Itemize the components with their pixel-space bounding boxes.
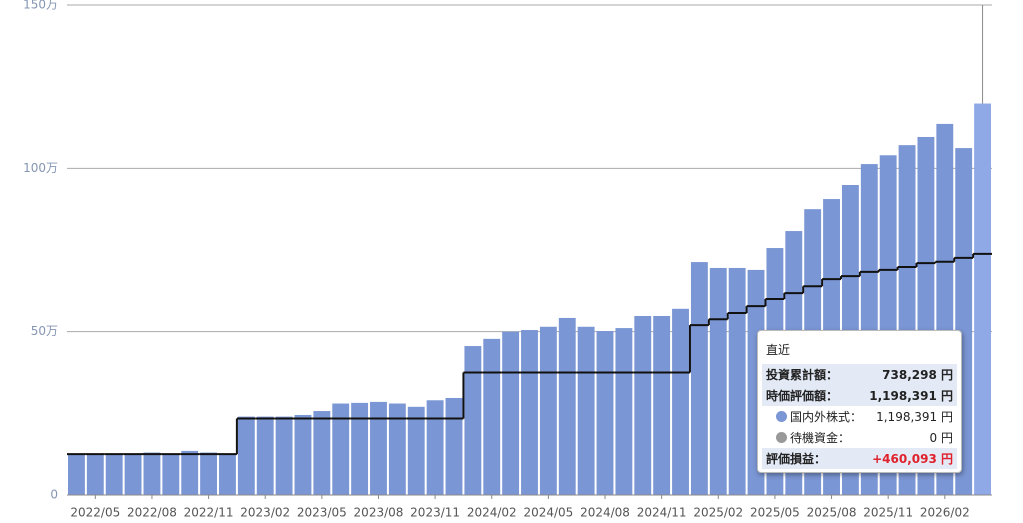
tooltip-row: 時価評価額： 1,198,391 円 bbox=[762, 385, 957, 406]
x-tick-label: 2025/08 bbox=[807, 506, 857, 520]
bar bbox=[351, 402, 369, 495]
bar bbox=[558, 317, 576, 495]
x-tick-label: 2025/02 bbox=[693, 506, 743, 520]
y-tick-label: 100万 bbox=[23, 161, 58, 175]
bar bbox=[237, 416, 255, 495]
bar bbox=[577, 326, 595, 495]
tooltip-row: 評価損益： +460,093 円 bbox=[762, 448, 957, 469]
row-label: 待機資金： bbox=[790, 431, 851, 445]
bar bbox=[653, 315, 671, 495]
tooltip-row: 投資累計額： 738,298 円 bbox=[762, 364, 957, 385]
bar bbox=[634, 315, 652, 495]
bar bbox=[709, 267, 727, 495]
row-value: 1,198,391 円 bbox=[876, 410, 953, 424]
bar bbox=[728, 267, 746, 495]
row-value: 738,298 円 bbox=[882, 368, 953, 382]
x-tick-label: 2023/08 bbox=[354, 506, 404, 520]
y-tick-label: 150万 bbox=[23, 0, 58, 12]
row-value: +460,093 円 bbox=[872, 452, 953, 466]
bar bbox=[388, 403, 406, 495]
bar bbox=[483, 338, 501, 495]
bar bbox=[521, 330, 538, 495]
bar bbox=[332, 403, 350, 495]
x-tick-label: 2026/02 bbox=[920, 506, 970, 520]
tooltip-row: 国内外株式： 1,198,391 円 bbox=[762, 406, 957, 427]
x-tick-label: 2024/08 bbox=[580, 506, 630, 520]
bar bbox=[690, 262, 708, 495]
bar bbox=[68, 454, 85, 495]
bar bbox=[256, 416, 274, 495]
bar bbox=[86, 454, 104, 495]
bar bbox=[672, 308, 689, 495]
bar bbox=[615, 328, 633, 495]
row-label: 評価損益： bbox=[766, 452, 827, 466]
bar bbox=[596, 331, 614, 495]
x-tick-label: 2025/05 bbox=[750, 506, 800, 520]
bar bbox=[974, 103, 991, 495]
row-value: 0 円 bbox=[929, 431, 953, 445]
x-tick-label: 2023/05 bbox=[297, 506, 347, 520]
bar bbox=[464, 346, 482, 495]
bar bbox=[181, 450, 199, 495]
x-tick-label: 2022/05 bbox=[70, 506, 120, 520]
bar bbox=[143, 452, 161, 495]
x-tick-label: 2023/02 bbox=[240, 506, 290, 520]
x-tick-label: 2024/05 bbox=[523, 506, 573, 520]
bar bbox=[200, 452, 218, 495]
bar bbox=[313, 411, 331, 495]
bar bbox=[162, 454, 180, 495]
bar bbox=[370, 401, 387, 495]
tooltip-row: 待機資金： 0 円 bbox=[762, 427, 957, 448]
bar bbox=[294, 414, 312, 495]
bar bbox=[407, 406, 425, 495]
bar bbox=[219, 454, 236, 495]
legend-dot bbox=[776, 411, 787, 422]
bar bbox=[445, 397, 463, 495]
x-tick-label: 2024/02 bbox=[467, 506, 517, 520]
row-value: 1,198,391 円 bbox=[869, 389, 953, 403]
bar bbox=[275, 416, 293, 495]
bar bbox=[502, 331, 520, 495]
x-tick-label: 2025/11 bbox=[863, 506, 913, 520]
y-tick-label: 0 bbox=[50, 488, 58, 502]
tooltip: 直近 投資累計額： 738,298 円 時価評価額： 1,198,391 円 国内外… bbox=[757, 330, 962, 473]
bar bbox=[426, 400, 444, 495]
row-label: 投資累計額： bbox=[766, 368, 839, 382]
bar bbox=[539, 326, 557, 495]
y-tick-label: 50万 bbox=[31, 324, 58, 338]
tooltip-title: 直近 bbox=[766, 343, 791, 357]
row-label: 国内外株式： bbox=[790, 410, 863, 424]
x-tick-label: 2022/11 bbox=[184, 506, 234, 520]
row-label: 時価評価額： bbox=[766, 389, 839, 403]
bar bbox=[105, 454, 123, 495]
legend-dot bbox=[776, 432, 787, 443]
x-tick-label: 2022/08 bbox=[127, 506, 177, 520]
x-tick-label: 2023/11 bbox=[410, 506, 460, 520]
bar bbox=[124, 454, 142, 495]
x-tick-label: 2024/11 bbox=[637, 506, 687, 520]
